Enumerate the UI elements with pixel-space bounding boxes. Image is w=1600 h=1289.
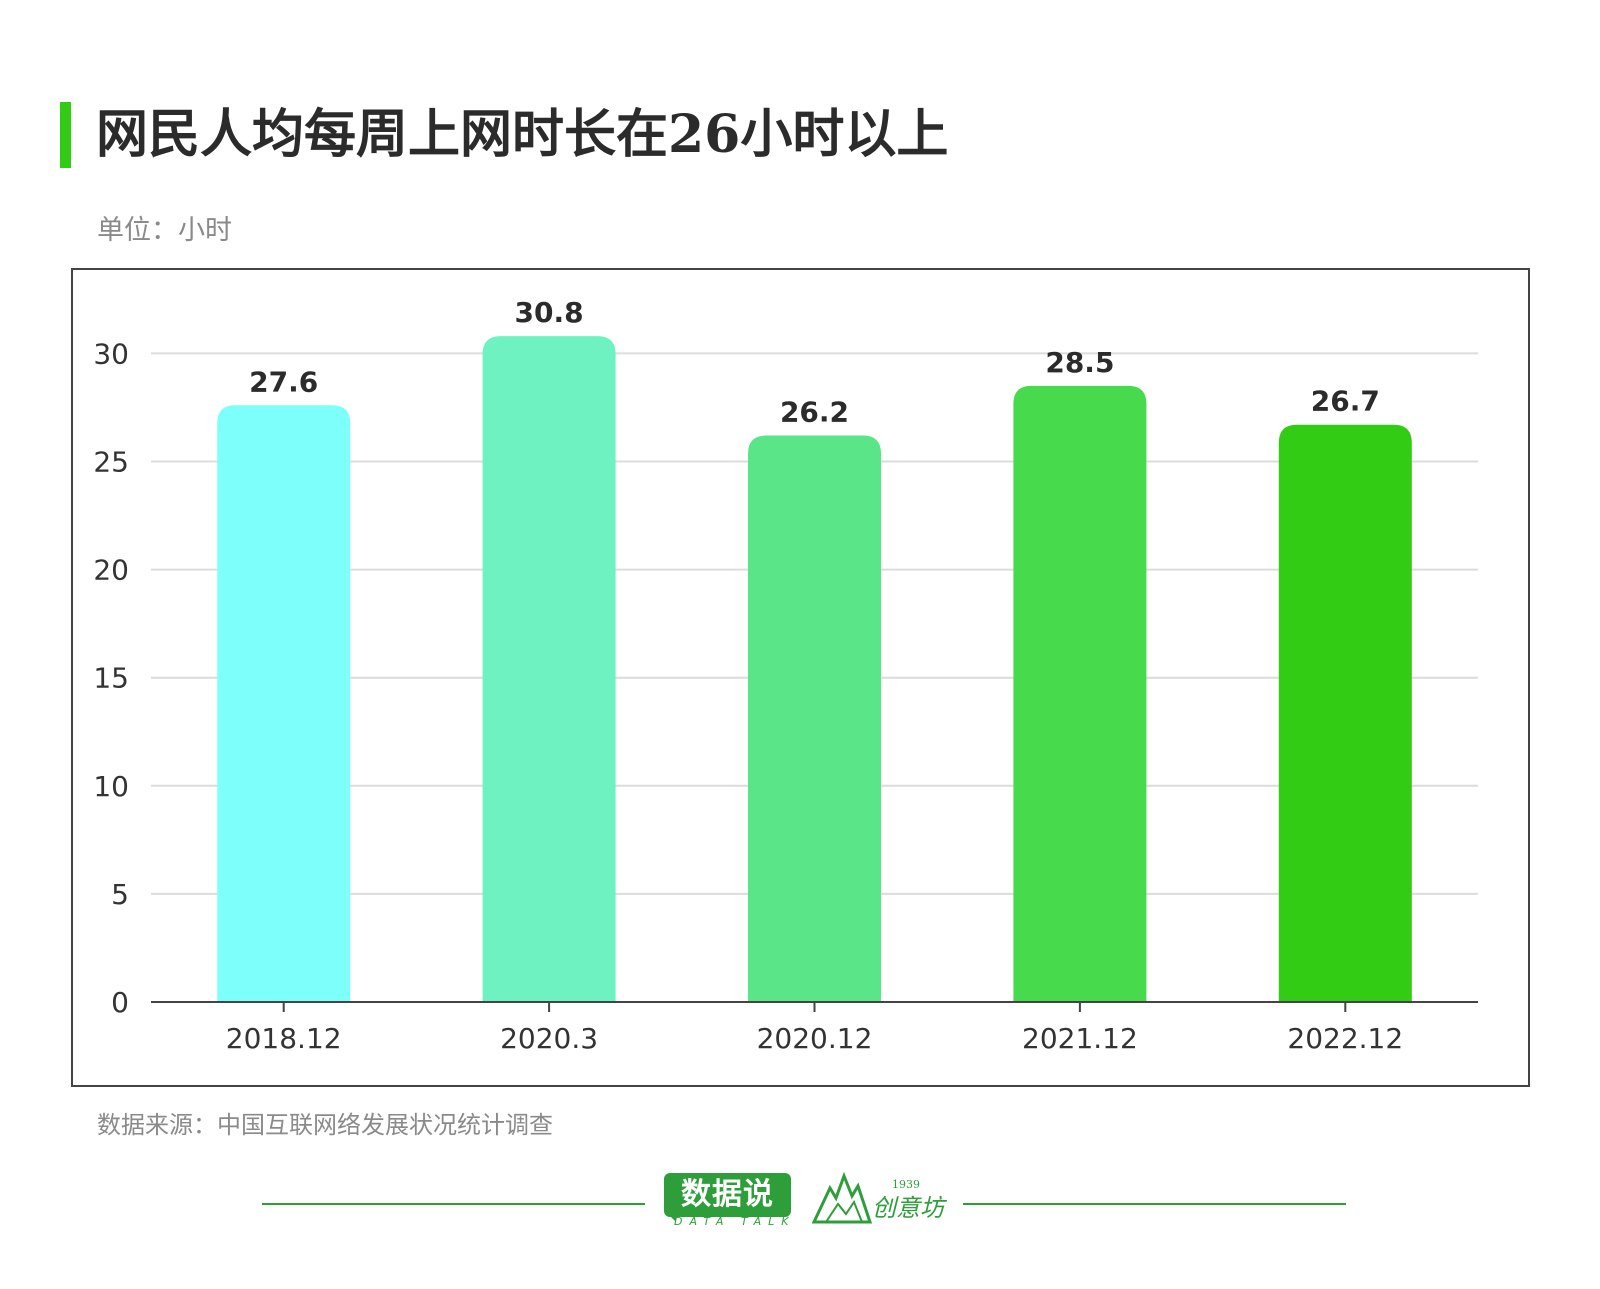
y-tick-label: 30 [93,337,129,370]
y-tick-label: 10 [93,770,129,803]
page-title: 网民人均每周上网时长在26小时以上 [96,104,949,165]
bar-2021.12 [1013,385,1147,1002]
bar-2020.12 [748,435,881,1002]
footer-divider-right [963,1203,1346,1205]
datatalk-logo-tail [666,1212,676,1222]
bar-2020.3 [482,336,616,1002]
value-label: 26.2 [780,396,849,429]
y-tick-label: 20 [93,554,129,587]
bar-2018.12 [217,405,351,1003]
value-label: 27.6 [249,365,318,398]
x-tick-label: 2020.3 [500,1022,598,1055]
datatalk-logo-subtitle: DATA TALK [674,1215,796,1228]
unit-label: 单位：小时 [97,215,232,246]
value-label: 30.8 [515,296,584,329]
y-tick-label: 5 [111,878,129,911]
x-tick-label: 2022.12 [1287,1022,1403,1055]
logo2-text: 创意坊 [872,1194,948,1222]
y-tick-label: 15 [93,662,129,695]
title-accent-bar [60,102,71,168]
x-tick-label: 2021.12 [1022,1022,1138,1055]
y-tick-label: 25 [93,446,129,479]
chuangyifang-logo: 1939 创意坊 [812,1171,948,1224]
value-label: 26.7 [1311,385,1380,418]
mountain-emblem-icon [812,1171,873,1224]
footer-divider-left [262,1203,645,1205]
x-tick-label: 2020.12 [757,1022,873,1055]
data-source: 数据来源：中国互联网络发展状况统计调查 [97,1111,553,1139]
chart-frame: 0 5 10 15 20 25 30 27.6 2018.12 30.8 2020.3 26.2 202… [71,268,1530,1087]
bar-chart: 0 5 10 15 20 25 30 27.6 2018.12 30.8 2020.3 26.2 202… [93,296,1478,1055]
y-tick-label: 0 [111,986,129,1019]
logo2-year: 1939 [892,1178,920,1191]
x-tick-label: 2018.12 [226,1022,342,1055]
value-label: 28.5 [1045,346,1114,379]
bar-2022.12 [1278,424,1412,1003]
datatalk-logo: 数据说 [664,1173,791,1217]
